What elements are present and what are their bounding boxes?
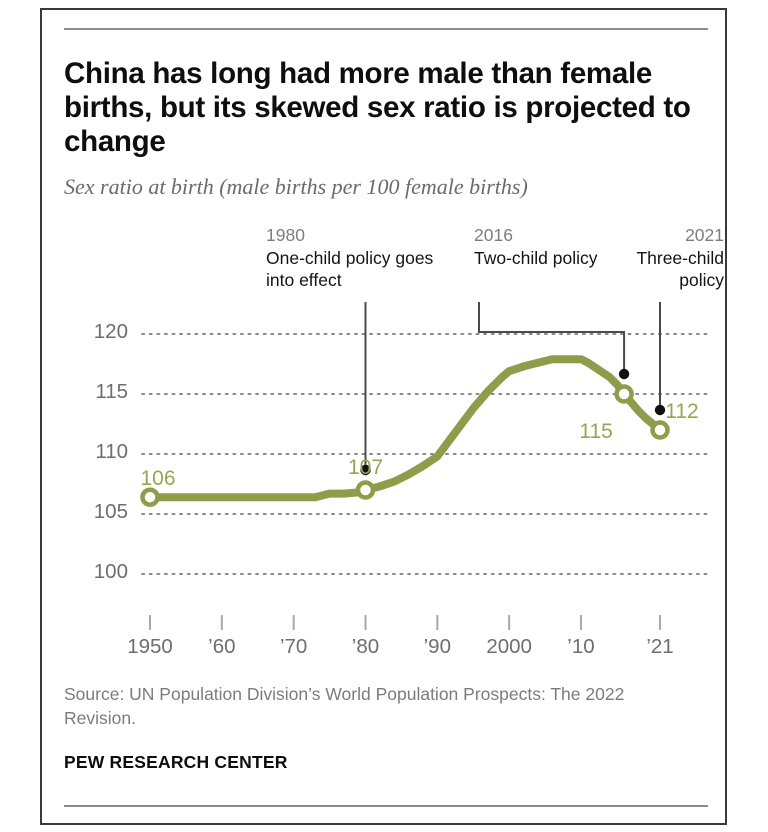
x-axis-tick-label: ’90 — [423, 635, 451, 658]
chart-subtitle: Sex ratio at birth (male births per 100 … — [64, 174, 528, 199]
annotation-year: 1980 — [266, 225, 305, 245]
bottom-divider — [64, 805, 708, 807]
gridlines — [141, 333, 710, 575]
x-axis-tick-label: ’80 — [351, 635, 380, 658]
x-axis-tick-label: ’70 — [279, 635, 308, 658]
annotation-year: 2021 — [685, 225, 724, 245]
annotation-2016: 2016 Two-child policy — [474, 224, 604, 269]
annotation-body: One-child policy goes into effect — [266, 247, 434, 291]
x-axis-tick-label: ’10 — [567, 635, 595, 658]
annotation-1980: 1980 One-child policy goes into effect — [266, 224, 446, 292]
source-note: Source: UN Population Division’s World P… — [64, 684, 625, 728]
annotation-body: Two-child policy — [474, 247, 598, 268]
chart-title: China has long had more male than female… — [64, 56, 691, 158]
annotation-2021: 2021 Three-child policy — [594, 224, 724, 292]
y-axis-tick-label: 110 — [95, 440, 128, 463]
x-axis-tick-label: ’21 — [646, 635, 674, 658]
x-axis-ticks — [149, 615, 661, 630]
y-axis-tick-label: 100 — [93, 560, 128, 583]
x-axis-tick-label: 1950 — [127, 635, 173, 658]
top-divider — [64, 28, 708, 30]
chart-card: China has long had more male than female… — [40, 8, 727, 825]
data-point-label: 107 — [347, 456, 384, 479]
data-point-label: 112 — [665, 400, 699, 423]
data-point-label: 106 — [140, 467, 176, 491]
x-axis-tick-label: 2000 — [486, 635, 532, 658]
y-axis-tick-label: 115 — [95, 380, 128, 403]
data-point-label: 115 — [579, 420, 613, 443]
x-axis-tick-label: ’60 — [208, 635, 236, 658]
annotation-year: 2016 — [474, 225, 513, 245]
organization-credit: PEW RESEARCH CENTER — [64, 752, 288, 772]
y-axis-tick-label: 105 — [93, 500, 128, 523]
data-point-markers — [140, 384, 670, 507]
annotation-leader-lines — [360, 302, 666, 476]
y-axis-tick-label: 120 — [93, 320, 128, 343]
annotation-body: Three-child policy — [636, 247, 724, 291]
